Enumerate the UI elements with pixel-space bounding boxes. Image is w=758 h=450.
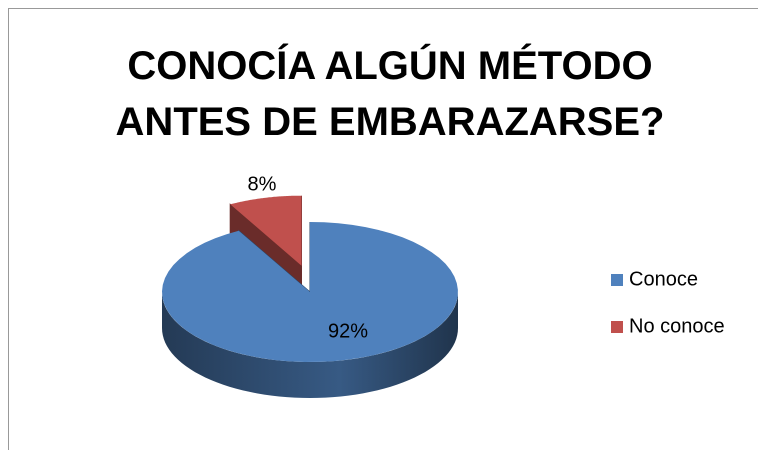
legend-label: No conoce xyxy=(629,315,725,337)
data-label: 92% xyxy=(328,320,368,342)
slice-side xyxy=(162,292,458,398)
legend-swatch xyxy=(611,274,623,286)
chart-title: CONOCÍA ALGÚN MÉTODO ANTES DE EMBARAZARS… xyxy=(115,44,665,144)
chart-frame xyxy=(8,8,758,450)
data-label: 8% xyxy=(248,173,277,195)
slice xyxy=(230,195,302,266)
legend-label: Conoce xyxy=(629,268,698,290)
slice xyxy=(162,222,458,362)
legend-swatch xyxy=(611,321,623,333)
